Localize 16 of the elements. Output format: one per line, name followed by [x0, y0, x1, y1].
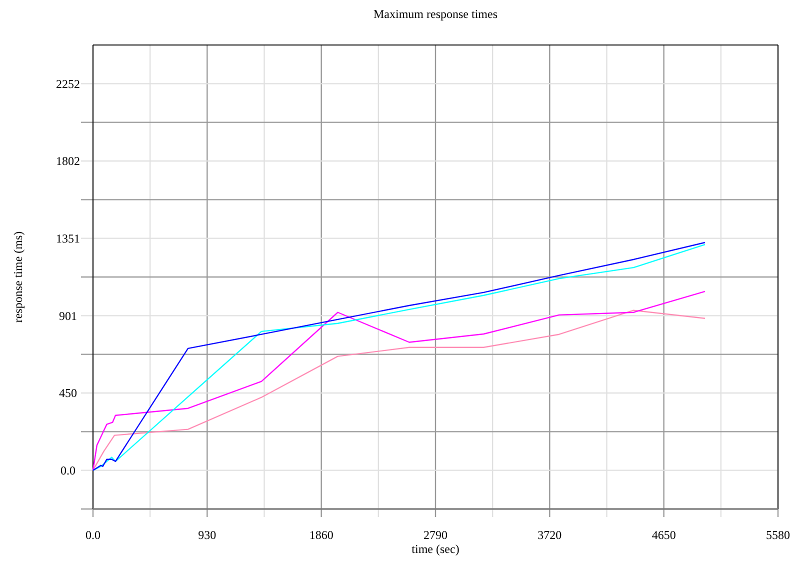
y-tick-label: 2252 [56, 76, 80, 91]
y-axis-title: response time (ms) [11, 231, 25, 323]
x-axis-title: time (sec) [412, 542, 460, 556]
chart-title: Maximum response times [374, 7, 498, 21]
x-tick-label: 1860 [309, 528, 334, 542]
x-tick-label: 930 [198, 528, 216, 542]
x-tick-label: 3720 [538, 528, 562, 542]
y-tick-label: 450 [59, 386, 77, 400]
x-tick-label: 0.0 [86, 528, 100, 542]
x-tick-label: 4650 [652, 528, 676, 542]
y-tick-label: 1802 [56, 154, 80, 168]
y-tick-label: 1351 [56, 232, 80, 246]
x-tick-label: 2790 [424, 528, 448, 542]
x-tick-label: 5580 [766, 528, 790, 542]
y-tick-label: 0.0 [60, 464, 76, 478]
y-tick-label: 901 [59, 308, 77, 323]
